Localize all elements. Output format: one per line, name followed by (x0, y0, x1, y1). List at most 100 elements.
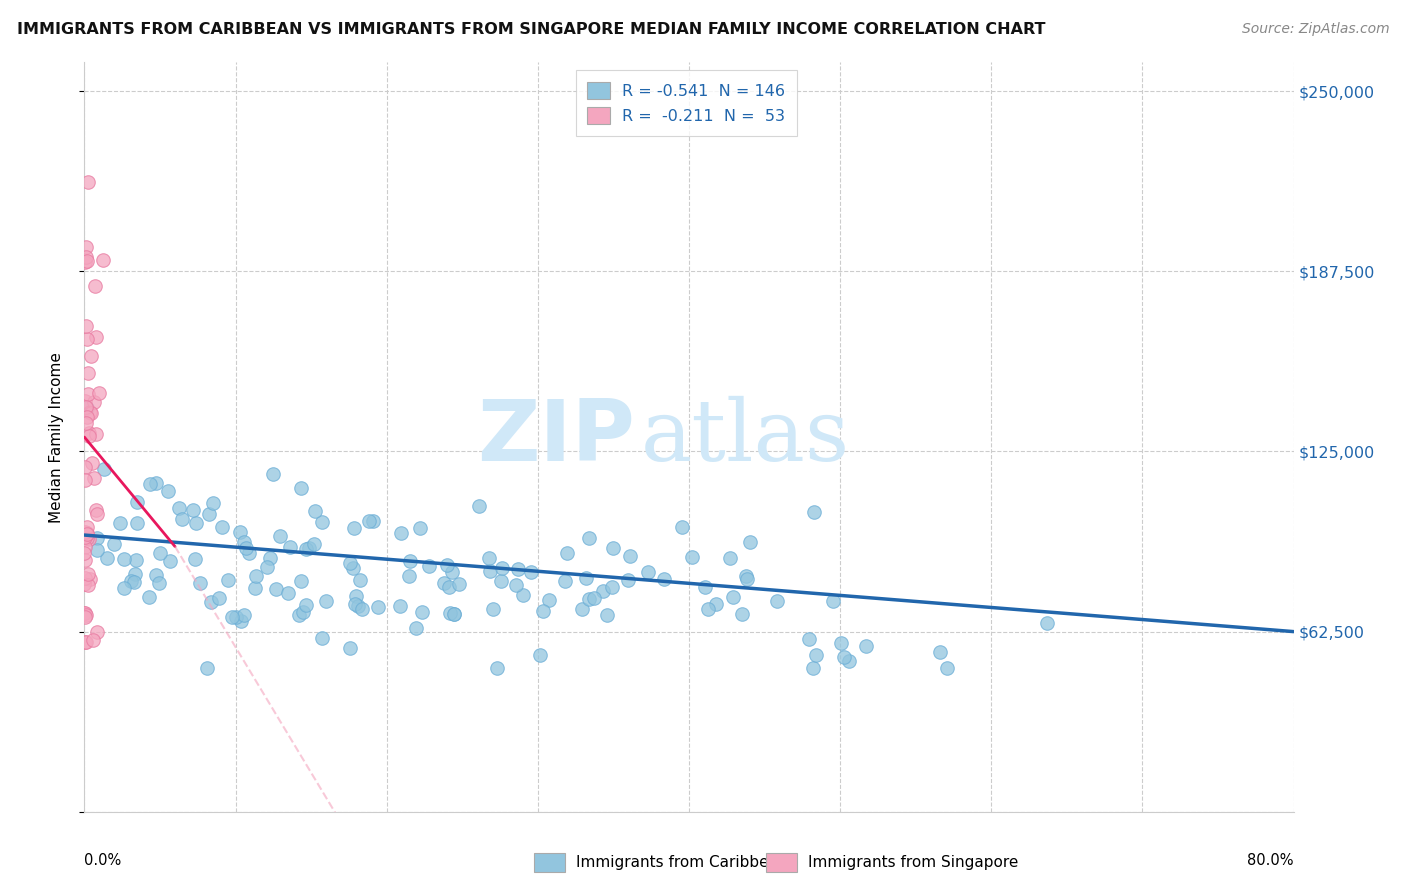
Point (77, 578, 100, 592)
Point (347, 599, 370, 613)
Point (148, 576, 170, 591)
Point (108, 516, 131, 530)
Point (75, 635, 97, 649)
Point (929, 644, 952, 658)
Point (76, 401, 98, 416)
Point (73, 530, 96, 544)
Point (73, 393, 96, 408)
Point (138, 590, 160, 604)
Point (681, 550, 703, 565)
Point (834, 649, 856, 664)
Point (936, 660, 959, 674)
Point (342, 520, 364, 534)
Point (578, 532, 600, 546)
Point (195, 660, 218, 674)
Point (693, 580, 716, 594)
Point (357, 514, 380, 528)
Point (77, 426, 100, 441)
Point (855, 639, 877, 653)
Point (75, 609, 97, 624)
Point (86, 531, 108, 545)
Point (505, 578, 527, 592)
Point (290, 481, 312, 495)
Point (592, 583, 614, 598)
Point (79, 405, 101, 419)
Point (127, 495, 149, 509)
Point (259, 551, 281, 566)
Point (79, 349, 101, 363)
Point (671, 519, 693, 533)
Point (439, 607, 461, 621)
Point (217, 574, 239, 588)
Point (389, 525, 412, 540)
Point (315, 594, 337, 608)
Point (84, 503, 107, 517)
Point (823, 594, 845, 608)
Point (298, 541, 321, 555)
Point (232, 608, 254, 623)
Point (291, 606, 314, 620)
Point (120, 574, 142, 588)
Point (468, 500, 491, 514)
Point (93, 461, 115, 475)
Point (156, 484, 179, 499)
Point (506, 562, 529, 576)
Point (245, 569, 267, 583)
Point (202, 496, 225, 510)
Point (447, 576, 470, 591)
Point (76, 332, 98, 346)
Point (75, 318, 97, 333)
Point (738, 535, 761, 549)
Point (479, 564, 502, 578)
Point (637, 565, 659, 579)
Point (266, 582, 288, 596)
Point (339, 640, 361, 655)
Point (408, 521, 430, 535)
Point (87, 386, 110, 401)
Point (149, 546, 172, 560)
Point (91, 253, 114, 268)
Point (799, 632, 821, 647)
Point (76, 253, 98, 268)
Point (489, 574, 512, 589)
Point (103, 537, 125, 551)
Point (277, 586, 299, 600)
Point (122, 574, 145, 589)
Point (145, 476, 167, 491)
Point (619, 549, 641, 563)
Point (200, 595, 222, 609)
Point (75, 250, 97, 264)
Point (170, 512, 193, 526)
Point (735, 572, 758, 586)
Point (76, 532, 98, 546)
Point (225, 609, 247, 624)
Point (343, 597, 366, 611)
Point (86, 427, 108, 442)
Legend: R = -0.541  N = 146, R =  -0.211  N =  53: R = -0.541 N = 146, R = -0.211 N = 53 (576, 70, 797, 136)
Point (83, 471, 105, 485)
Point (596, 607, 619, 622)
Point (159, 554, 181, 568)
Point (575, 571, 598, 585)
Point (486, 660, 509, 674)
Point (75, 635, 97, 649)
Point (437, 580, 460, 594)
Y-axis label: Median Family Income: Median Family Income (49, 351, 63, 523)
Point (311, 632, 333, 646)
Point (139, 476, 162, 491)
Point (482, 602, 505, 616)
Point (256, 559, 278, 574)
Point (491, 561, 513, 575)
Point (418, 559, 440, 574)
Point (389, 599, 412, 613)
Point (731, 607, 754, 621)
Point (127, 516, 149, 530)
Point (76, 386, 98, 401)
Text: 0.0%: 0.0% (84, 853, 121, 868)
Point (697, 602, 720, 616)
Point (229, 525, 252, 540)
Point (75, 416, 97, 430)
Point (602, 541, 624, 556)
Point (145, 568, 167, 582)
Point (79, 406, 101, 420)
